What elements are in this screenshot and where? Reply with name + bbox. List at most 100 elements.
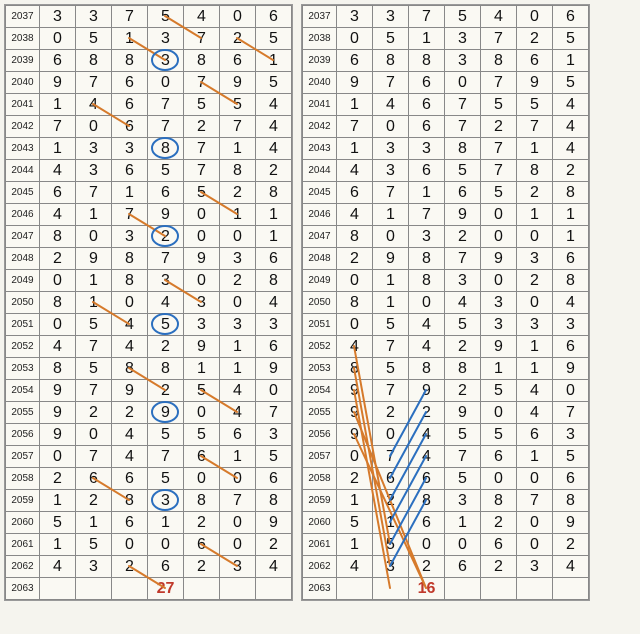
data-cell: 8 (148, 138, 184, 160)
data-cell: 9 (553, 512, 589, 534)
data-cell: 4 (553, 116, 589, 138)
row-header: 2046 (6, 204, 40, 226)
row-header: 2037 (303, 6, 337, 28)
data-cell: 1 (517, 446, 553, 468)
data-cell: 6 (40, 182, 76, 204)
data-cell: 3 (220, 314, 256, 336)
row-header: 2056 (303, 424, 337, 446)
data-cell: 6 (184, 446, 220, 468)
data-cell: 4 (256, 94, 292, 116)
data-cell: 4 (517, 402, 553, 424)
row-header: 2043 (303, 138, 337, 160)
data-cell: 4 (40, 556, 76, 578)
data-cell: 7 (184, 160, 220, 182)
data-cell: 4 (40, 336, 76, 358)
row-header: 2040 (303, 72, 337, 94)
data-cell: 6 (220, 424, 256, 446)
data-cell: 0 (373, 226, 409, 248)
data-cell: 0 (112, 292, 148, 314)
data-cell: 3 (373, 138, 409, 160)
data-cell: 6 (445, 182, 481, 204)
data-cell (517, 578, 553, 600)
row-header: 2038 (303, 28, 337, 50)
data-cell: 0 (445, 534, 481, 556)
data-cell: 4 (553, 94, 589, 116)
row-header: 2039 (6, 50, 40, 72)
data-cell: 0 (481, 270, 517, 292)
data-cell: 1 (517, 138, 553, 160)
data-cell: 2 (445, 336, 481, 358)
data-cell: 2 (337, 248, 373, 270)
data-cell: 5 (373, 534, 409, 556)
data-cell: 4 (373, 94, 409, 116)
data-cell: 1 (256, 50, 292, 72)
data-cell: 2 (184, 116, 220, 138)
data-cell: 6 (409, 116, 445, 138)
data-cell: 6 (184, 534, 220, 556)
data-cell: 2 (481, 556, 517, 578)
data-cell: 2 (553, 160, 589, 182)
data-cell: 5 (76, 358, 112, 380)
data-cell: 8 (553, 182, 589, 204)
data-cell: 1 (337, 94, 373, 116)
data-cell: 4 (409, 314, 445, 336)
row-header: 2042 (303, 116, 337, 138)
data-cell: 6 (40, 50, 76, 72)
data-cell: 7 (517, 116, 553, 138)
row-header: 2055 (303, 402, 337, 424)
data-cell: 5 (445, 424, 481, 446)
data-cell: 6 (220, 50, 256, 72)
data-cell: 5 (148, 160, 184, 182)
data-cell: 5 (256, 446, 292, 468)
data-cell: 4 (553, 138, 589, 160)
data-cell: 7 (481, 160, 517, 182)
data-cell: 6 (112, 116, 148, 138)
row-header: 2040 (6, 72, 40, 94)
data-cell: 6 (337, 182, 373, 204)
data-cell: 4 (409, 336, 445, 358)
data-cell: 3 (148, 270, 184, 292)
data-cell: 7 (220, 490, 256, 512)
data-cell: 6 (517, 50, 553, 72)
data-cell: 3 (40, 6, 76, 28)
data-cell: 5 (517, 94, 553, 116)
data-cell: 0 (553, 380, 589, 402)
data-cell: 9 (337, 424, 373, 446)
data-cell: 3 (373, 160, 409, 182)
data-cell: 6 (148, 182, 184, 204)
data-cell: 4 (76, 94, 112, 116)
data-cell: 0 (148, 534, 184, 556)
data-cell: 0 (337, 314, 373, 336)
data-cell: 0 (337, 270, 373, 292)
row-header: 2042 (6, 116, 40, 138)
data-cell: 1 (373, 204, 409, 226)
data-cell: 2 (256, 534, 292, 556)
data-cell: 3 (76, 556, 112, 578)
data-cell: 9 (337, 72, 373, 94)
data-cell: 3 (517, 248, 553, 270)
data-cell: 5 (553, 446, 589, 468)
data-cell: 7 (148, 94, 184, 116)
data-cell: 2 (112, 402, 148, 424)
data-cell: 2 (373, 490, 409, 512)
data-cell: 1 (112, 28, 148, 50)
data-cell: 4 (184, 6, 220, 28)
data-cell: 1 (373, 270, 409, 292)
data-cell: 4 (220, 380, 256, 402)
data-cell: 1 (40, 534, 76, 556)
row-header: 2037 (6, 6, 40, 28)
data-cell: 8 (553, 270, 589, 292)
data-cell: 9 (76, 248, 112, 270)
data-cell: 1 (553, 50, 589, 72)
data-cell: 4 (337, 160, 373, 182)
data-cell: 16 (409, 578, 445, 600)
data-cell: 5 (256, 28, 292, 50)
data-cell: 7 (76, 336, 112, 358)
data-cell: 8 (373, 50, 409, 72)
data-cell: 1 (220, 446, 256, 468)
left-panel: 2037337540620380513725203968838612040976… (4, 4, 293, 601)
data-cell: 7 (337, 116, 373, 138)
data-cell: 8 (76, 50, 112, 72)
data-cell: 2 (445, 380, 481, 402)
data-cell: 5 (76, 534, 112, 556)
